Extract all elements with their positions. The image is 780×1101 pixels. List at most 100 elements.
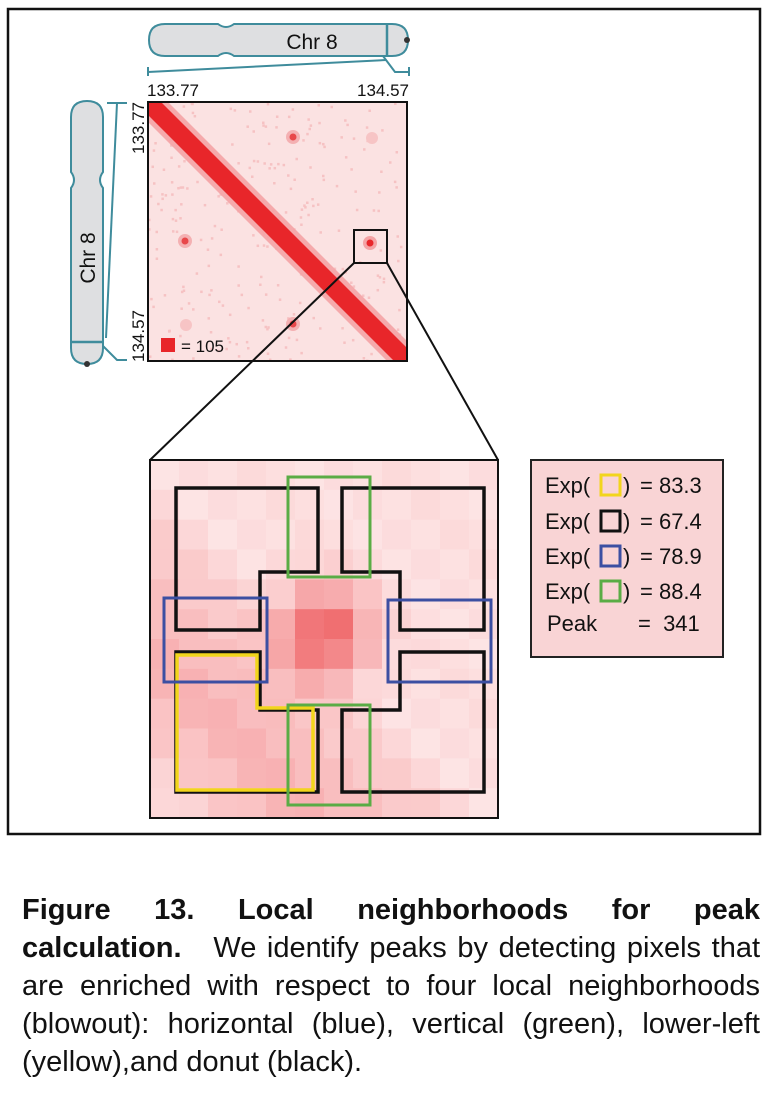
heatmap-speckle — [300, 351, 303, 355]
pixel-cell — [440, 489, 470, 521]
zoomed-pixel-grid — [150, 460, 498, 818]
pixel-cell — [266, 639, 296, 670]
heatmap-speckle — [302, 139, 305, 142]
pixel-cell — [208, 758, 238, 789]
heatmap-speckle — [221, 304, 225, 307]
heatmap-speckle — [180, 307, 183, 310]
heatmap-speckle — [163, 294, 167, 297]
heatmap-speckle — [206, 248, 210, 251]
pixel-cell — [353, 609, 383, 640]
heatmap-speckle — [268, 167, 271, 170]
heatmap-speckle — [179, 186, 183, 189]
heatmap-speckle — [170, 156, 173, 160]
heatmap-speckle — [191, 111, 195, 115]
pixel-cell — [237, 460, 267, 491]
expected-value: = 88.4 — [640, 579, 702, 604]
pixel-cell — [179, 489, 209, 521]
heatmap-speckle — [393, 180, 397, 184]
heatmap-speckle — [273, 182, 276, 185]
heatmap-speckle — [266, 102, 270, 106]
figure-panel: Chr 8 133.77 134.57 Chr 8 133.77 134.57 — [6, 7, 762, 836]
heatmap-speckle — [240, 293, 244, 297]
expected-label-close: ) — [623, 579, 630, 604]
heatmap-speckle — [351, 338, 355, 342]
peak-row: Peak = 341 — [547, 611, 700, 636]
chromosome-ideogram-horizontal: Chr 8 — [147, 23, 410, 76]
pixel-cell — [266, 489, 296, 521]
pixel-cell — [440, 519, 470, 550]
expected-label-close: ) — [623, 544, 630, 569]
pixel-cell — [353, 639, 383, 670]
caption-body: We identify peaks by detecting pixels th… — [22, 932, 761, 1078]
heatmap-speckle — [157, 202, 160, 206]
pixel-cell — [295, 758, 325, 789]
heatmap-speckle — [354, 190, 357, 193]
heatmap-speckle — [264, 293, 268, 296]
heatmap-speckle — [284, 346, 288, 349]
chromosome-ideogram-vertical: Chr 8 — [70, 99, 127, 367]
heatmap-speckle — [306, 132, 309, 136]
heatmap-speckle — [376, 274, 380, 277]
heatmap-speckle — [174, 208, 177, 212]
pixel-cell — [266, 728, 296, 759]
pixel-cell — [382, 519, 412, 550]
heatmap-speckle — [148, 355, 152, 358]
pixel-cell — [411, 549, 441, 580]
heatmap-speckle — [174, 219, 178, 222]
heatmap-speckle — [287, 115, 291, 119]
pixel-cell — [324, 519, 354, 550]
heatmap-speckle — [210, 237, 214, 240]
heatmap-speckle — [256, 160, 260, 163]
heatmap-speckle — [246, 125, 249, 128]
pixel-cell — [469, 460, 498, 491]
heatmap-speckle — [200, 290, 203, 294]
pixel-cell — [324, 489, 354, 521]
heatmap-speckle — [266, 245, 269, 248]
heatmap-speckle — [171, 358, 174, 361]
heatmap-speckle — [262, 121, 265, 125]
heatmap-speckle — [372, 209, 376, 212]
pixel-cell — [382, 489, 412, 521]
heatmap-speckle — [365, 126, 369, 129]
heatmap-speckle — [155, 230, 158, 234]
pixel-cell — [208, 460, 238, 491]
heatmap-speckle — [181, 186, 185, 189]
pixel-cell — [237, 728, 267, 759]
pixel-cell — [295, 460, 325, 491]
pixel-cell — [266, 579, 296, 610]
heatmap-speckle — [164, 194, 168, 197]
heatmap-speckle — [182, 105, 186, 108]
heatmap-speckle — [149, 195, 153, 198]
heatmap-speckle — [154, 142, 157, 145]
pixel-cell — [208, 698, 238, 729]
zoomed-grid-border — [149, 459, 499, 819]
heatmap-speckle — [269, 163, 273, 166]
pixel-cell — [150, 460, 180, 491]
heatmap-speckle — [341, 267, 345, 271]
pixel-cell — [324, 549, 354, 580]
heatmap-speckle — [322, 142, 325, 146]
pixel-cell — [440, 549, 470, 580]
pixel-cell — [440, 639, 470, 670]
legend-swatch — [161, 338, 175, 352]
expected-label: Exp( — [545, 544, 591, 569]
heatmap-speckle — [309, 124, 313, 127]
pixel-cell — [440, 698, 470, 729]
heatmap-speckle — [337, 229, 341, 232]
pixel-cell — [179, 549, 209, 580]
y-axis-end-label: 134.57 — [129, 310, 148, 362]
x-axis-end-label: 134.57 — [357, 81, 409, 100]
heatmap-speckle — [333, 267, 337, 271]
heatmap-speckle — [151, 165, 154, 169]
heatmap-speckle — [237, 284, 240, 287]
heatmap-speckle — [317, 103, 320, 107]
heatmap-speckle — [352, 285, 356, 288]
heatmap-speckle — [319, 327, 322, 330]
heatmap-speckle — [209, 330, 213, 334]
heatmap-speckle — [247, 347, 250, 350]
pixel-cell — [411, 519, 441, 550]
expected-row-vertical: Exp( ) = 88.4 — [545, 579, 702, 604]
pixel-cell — [411, 668, 441, 700]
pixel-cell — [237, 489, 267, 521]
heatmap-speckle — [266, 327, 269, 331]
